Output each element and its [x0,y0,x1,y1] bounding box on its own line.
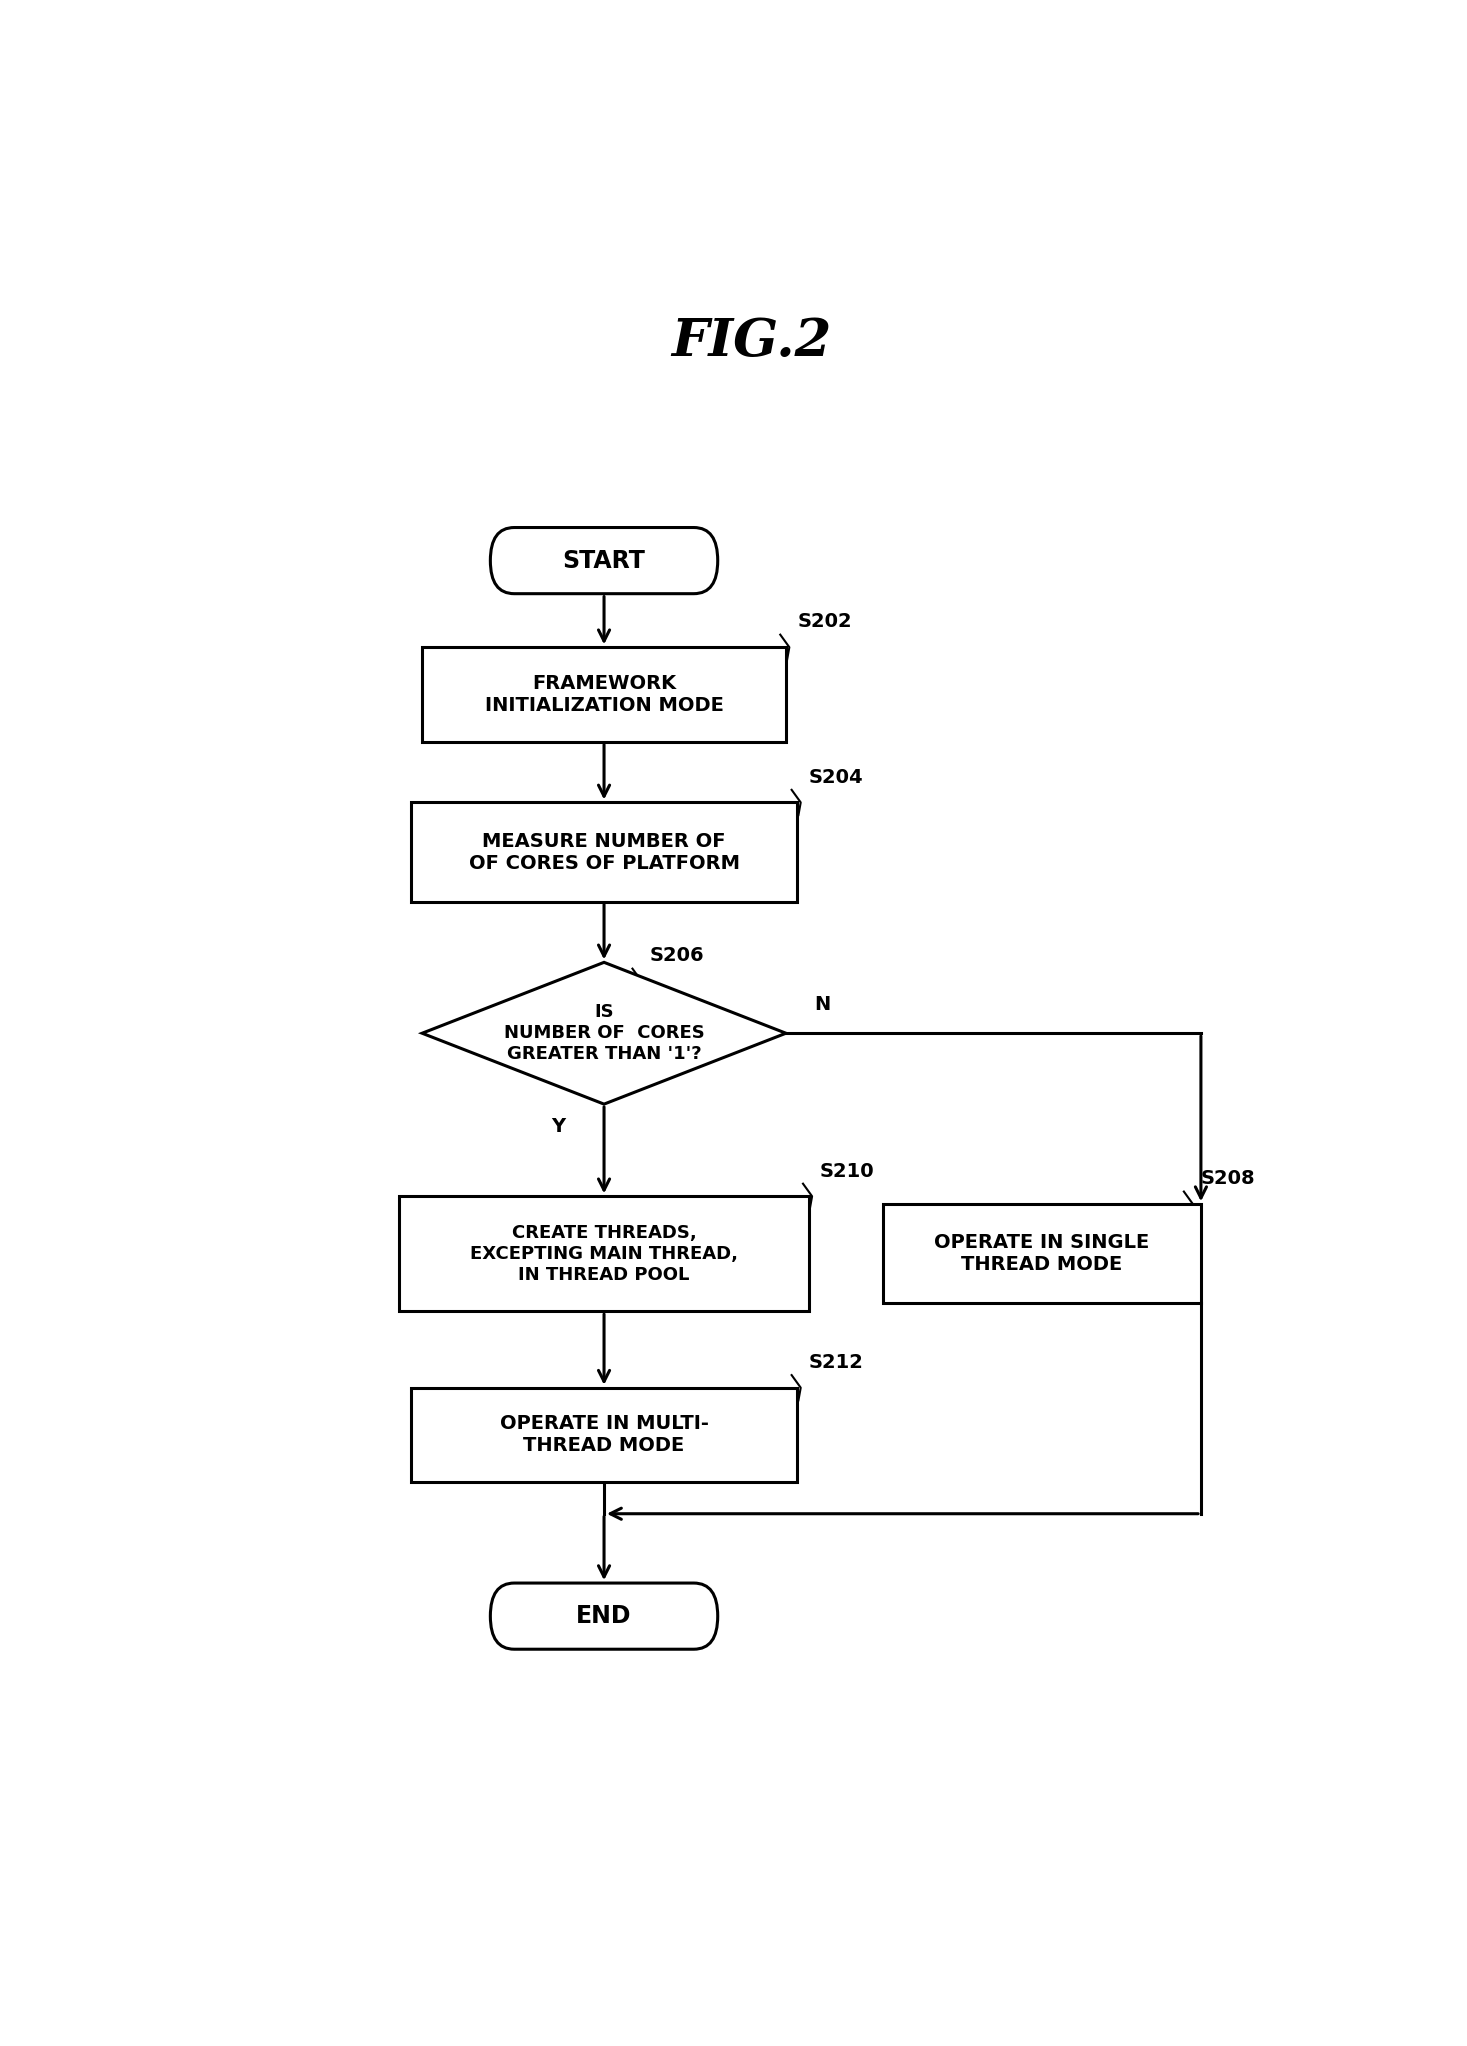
Bar [422,647,786,743]
Text: END: END [577,1604,632,1629]
Text: CREATE THREADS,
EXCEPTING MAIN THREAD,
IN THREAD POOL: CREATE THREADS, EXCEPTING MAIN THREAD, I… [469,1224,738,1283]
Bar [411,1387,798,1481]
FancyBboxPatch shape [490,1584,717,1649]
Text: S212: S212 [808,1352,864,1373]
Text: N: N [814,994,830,1015]
Text: START: START [563,548,645,573]
Text: Y: Y [552,1117,566,1136]
Text: S210: S210 [820,1162,874,1181]
Text: OPERATE IN MULTI-
THREAD MODE: OPERATE IN MULTI- THREAD MODE [500,1414,709,1455]
Text: S208: S208 [1201,1170,1256,1189]
Bar [411,802,798,902]
Bar [399,1197,808,1311]
Text: IS
NUMBER OF  CORES
GREATER THAN '1'?: IS NUMBER OF CORES GREATER THAN '1'? [503,1003,704,1064]
Text: S206: S206 [650,947,704,966]
Text: FIG.2: FIG.2 [672,317,832,368]
FancyBboxPatch shape [490,528,717,593]
Text: FRAMEWORK
INITIALIZATION MODE: FRAMEWORK INITIALIZATION MODE [484,673,723,714]
Polygon shape [422,962,786,1105]
Text: S204: S204 [808,767,863,786]
Text: OPERATE IN SINGLE
THREAD MODE: OPERATE IN SINGLE THREAD MODE [934,1234,1149,1275]
Text: S202: S202 [798,612,852,632]
Text: MEASURE NUMBER OF
OF CORES OF PLATFORM: MEASURE NUMBER OF OF CORES OF PLATFORM [468,831,739,872]
Bar [883,1205,1201,1303]
